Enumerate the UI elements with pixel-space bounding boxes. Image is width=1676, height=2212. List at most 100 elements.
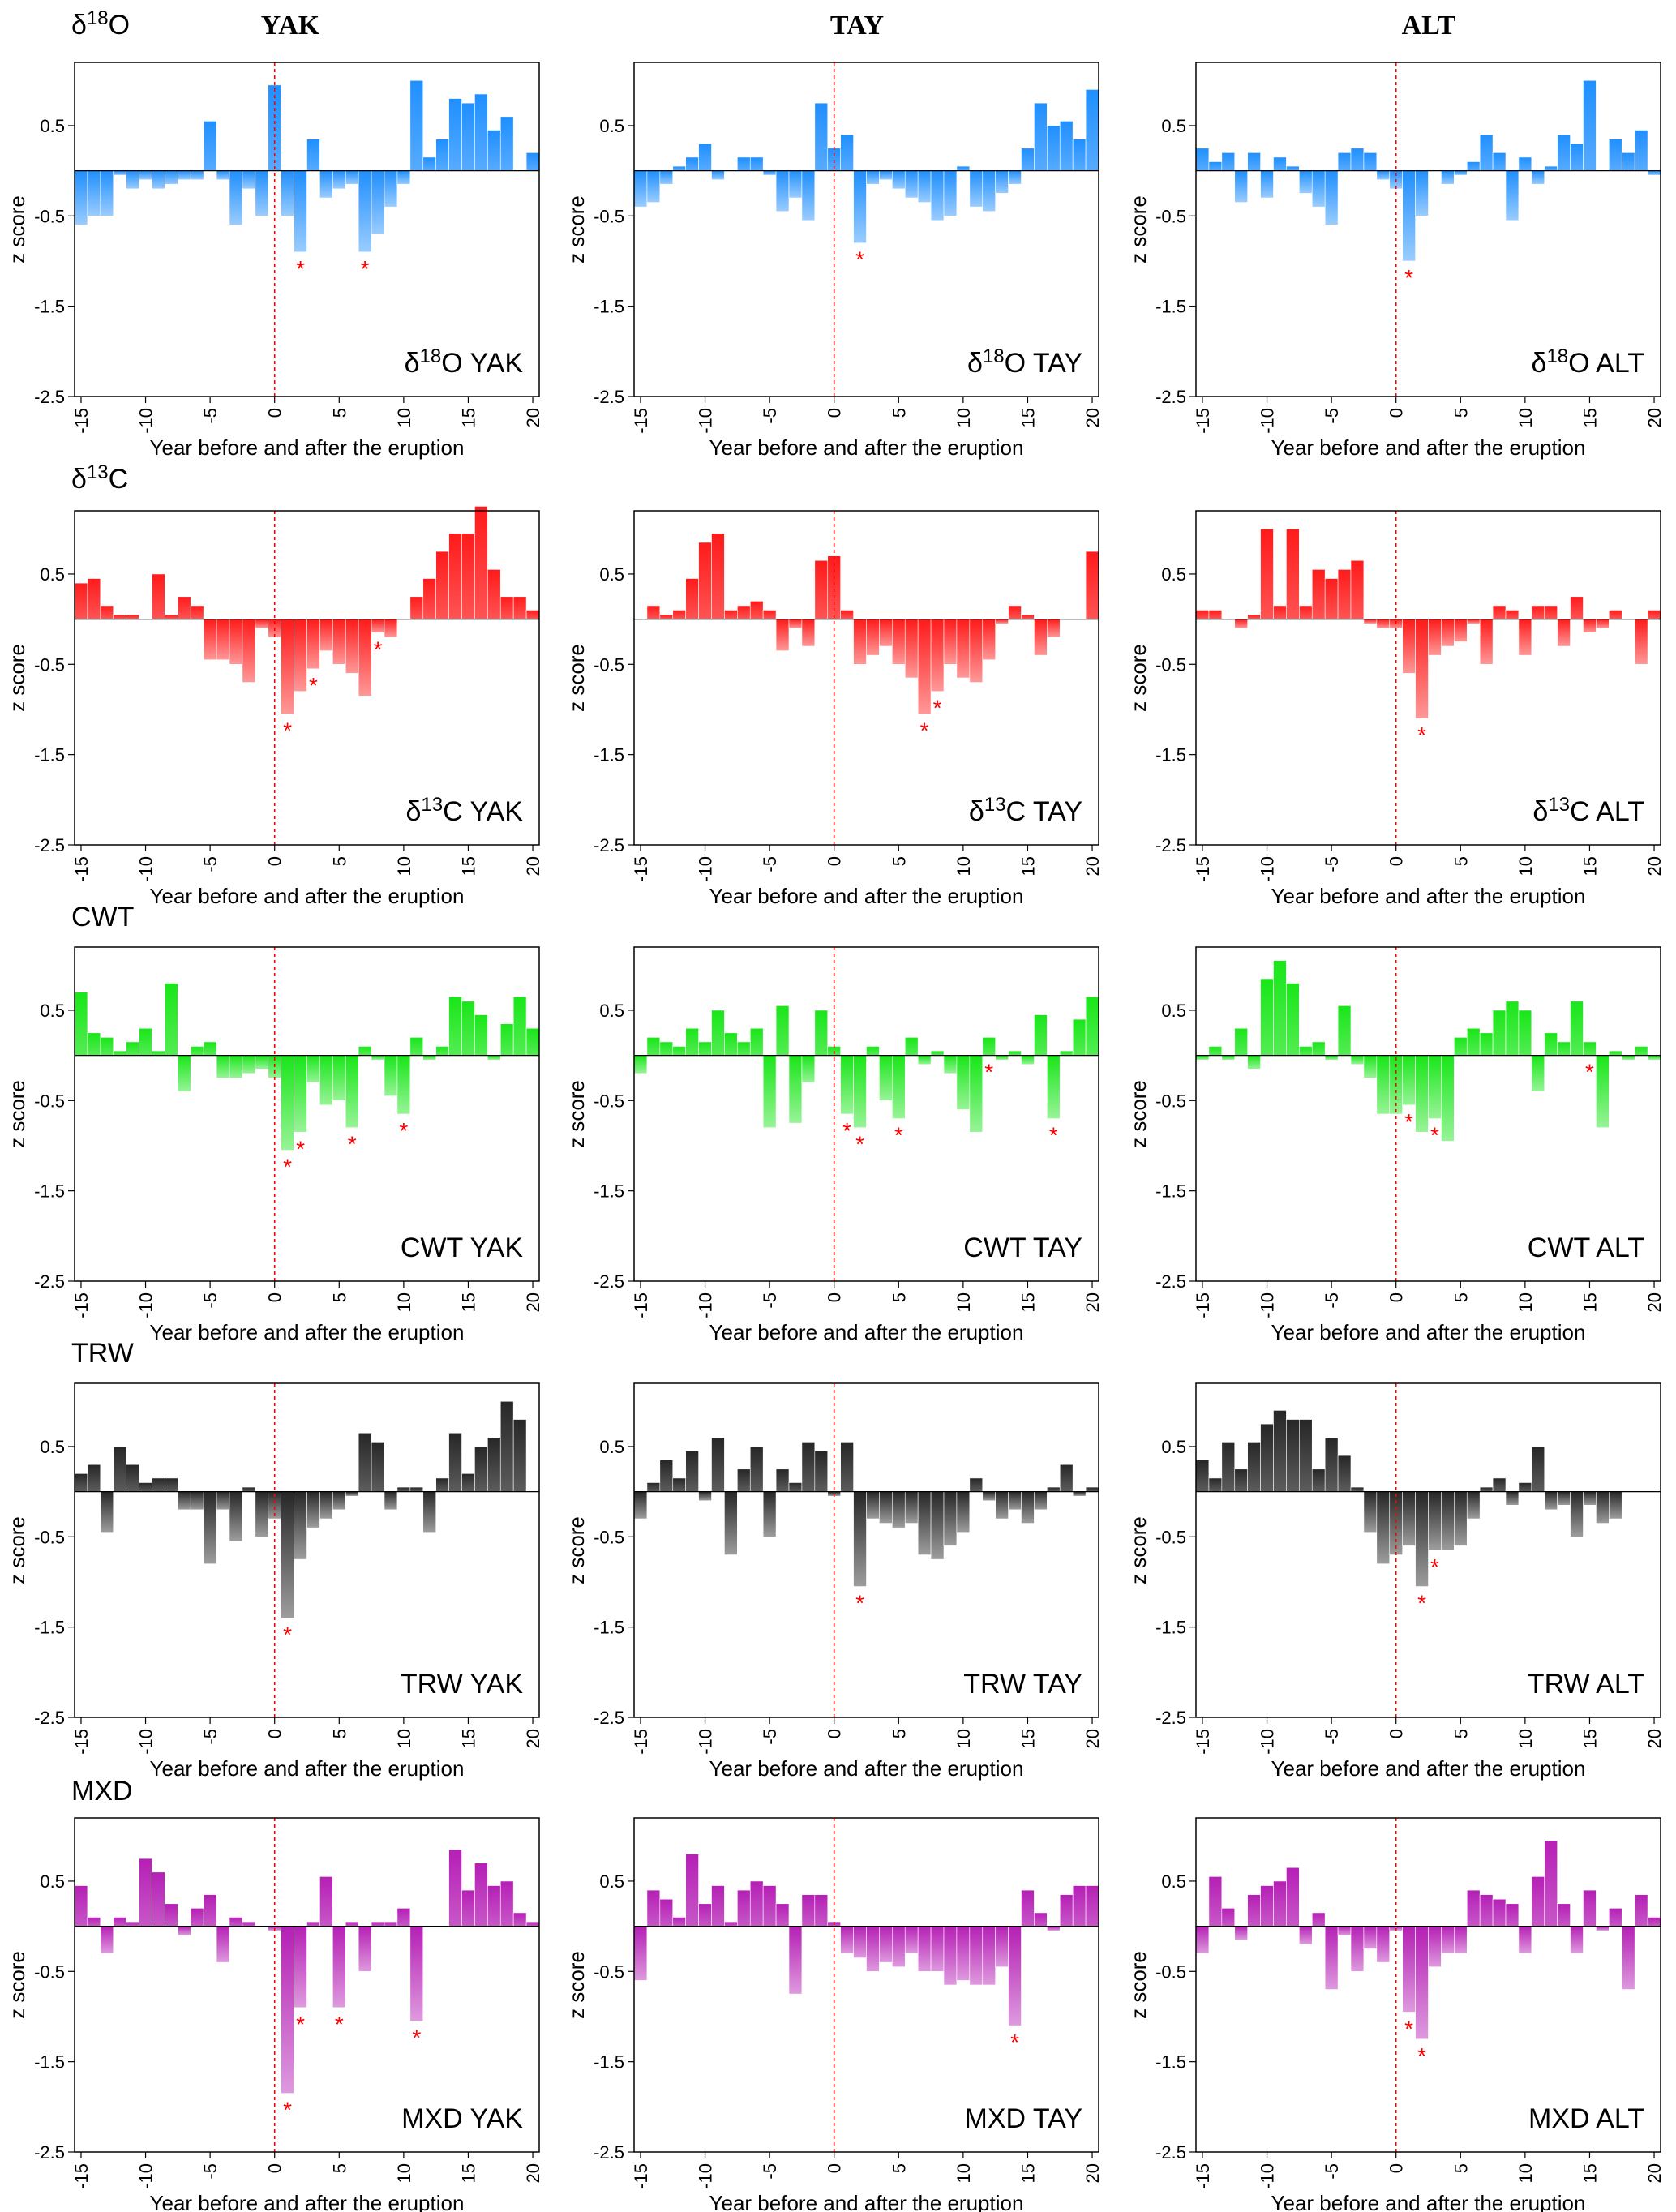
column-header-tay: TAY (830, 11, 884, 41)
bar (1324, 170, 1339, 225)
bar (749, 156, 764, 171)
significance-star: * (361, 256, 370, 281)
x-axis-label: Year before and after the eruption (1271, 1756, 1586, 1781)
bar (409, 1486, 424, 1492)
bar (1415, 1491, 1429, 1587)
bar (1428, 1491, 1442, 1551)
bar (1492, 1010, 1507, 1056)
bar (100, 1037, 114, 1056)
y-tick-label: -0.5 (34, 654, 65, 675)
plot-frame (74, 62, 540, 397)
bar (943, 1055, 958, 1074)
bar (165, 983, 178, 1056)
bar (1299, 170, 1313, 194)
significance-star: * (296, 2012, 305, 2037)
bar (1034, 1912, 1048, 1927)
bar (371, 1442, 385, 1492)
bar (904, 1491, 919, 1524)
bar (672, 610, 686, 619)
bar (853, 1491, 867, 1587)
bar (242, 170, 256, 190)
x-tick-label: -15 (631, 856, 651, 882)
bar (294, 1055, 307, 1133)
bar (1059, 1464, 1074, 1492)
bar (1544, 605, 1558, 619)
panel-d18O-alt: 0.5 -0.5 -1.5 -2.5 -15 -10 -5 0 5 10 15 20 Year befo… (1126, 62, 1665, 460)
x-tick-label: 10 (394, 856, 414, 876)
x-tick-label: 15 (458, 1292, 478, 1312)
bar (281, 1926, 294, 2094)
x-tick-label: 10 (394, 408, 414, 427)
bar (698, 1491, 712, 1502)
bar (126, 1464, 139, 1492)
y-tick-label: 0.5 (40, 1001, 65, 1021)
bar (229, 1917, 243, 1927)
x-tick-label: 5 (1451, 408, 1471, 418)
bar (982, 619, 996, 661)
plot-frame (1195, 1382, 1661, 1718)
bar (499, 116, 514, 171)
bar (139, 1858, 152, 1927)
plot-frame (1195, 946, 1661, 1282)
bar (396, 1908, 411, 1927)
bar (216, 1926, 230, 1963)
x-axis-label: Year before and after the eruption (709, 2191, 1024, 2212)
bar (499, 596, 514, 619)
panels: 0.5 -0.5 -1.5 -2.5 -15 -10 -5 0 5 10 15 20 Year befo… (5, 62, 1665, 2212)
bar (190, 1046, 204, 1056)
bar (319, 619, 333, 651)
bar (879, 1491, 893, 1524)
x-tick-label: 20 (1082, 1292, 1103, 1312)
bar (1350, 148, 1365, 171)
x-tick-label: 10 (1515, 1729, 1536, 1748)
bar (1311, 1468, 1326, 1492)
bar (737, 1468, 751, 1492)
x-axis-label: Year before and after the eruption (150, 2191, 465, 2212)
x-tick-label: -5 (200, 1292, 221, 1309)
bar (487, 1055, 501, 1061)
bar (1454, 1926, 1468, 1954)
bar (294, 1491, 307, 1560)
x-tick-label: 20 (1082, 856, 1103, 876)
y-axis-label: z score (564, 1080, 589, 1148)
bar (1505, 610, 1520, 619)
row-header-d13c: δ13C (71, 461, 128, 495)
x-tick-label: -5 (760, 1729, 780, 1745)
y-tick-label: -1.5 (1155, 1181, 1186, 1202)
x-tick-label: 20 (1082, 2163, 1103, 2183)
bar (1492, 1898, 1507, 1927)
bar (242, 1055, 256, 1074)
x-tick-label: 0 (1387, 2163, 1407, 2173)
plot-frame (1195, 62, 1661, 397)
significance-star: * (894, 1123, 903, 1148)
bar (982, 1037, 996, 1056)
x-tick-label: 15 (1018, 1729, 1038, 1748)
bar (917, 1491, 932, 1555)
column-header-alt: ALT (1402, 11, 1456, 41)
bar (1234, 1027, 1248, 1056)
x-tick-label: 0 (1387, 1292, 1407, 1302)
x-tick-label: -10 (136, 2163, 156, 2189)
bar (1583, 1041, 1597, 1056)
plot-frame (633, 510, 1099, 846)
bar (448, 996, 462, 1056)
bar (319, 170, 333, 199)
bar (126, 614, 139, 619)
bar (1008, 1050, 1022, 1056)
x-tick-label: 5 (1451, 2163, 1471, 2173)
bar (178, 1926, 191, 1936)
y-tick-label: 0.5 (40, 564, 65, 585)
plot-frame (74, 1817, 540, 2153)
bar (1596, 1055, 1610, 1129)
bar (1415, 1055, 1429, 1133)
y-tick-label: -1.5 (594, 2052, 624, 2073)
panel-label: MXD YAK (401, 2103, 523, 2134)
bar (512, 1912, 527, 1927)
x-tick-label: 5 (1451, 1292, 1471, 1302)
panel-MXD-tay: 0.5 -0.5 -1.5 -2.5 -15 -10 -5 0 5 10 15 20 Year befo… (564, 1817, 1103, 2212)
bar (762, 1885, 777, 1927)
bar (435, 139, 449, 171)
bar (1402, 170, 1416, 262)
x-tick-label: -15 (1193, 408, 1213, 434)
bar (281, 1055, 294, 1151)
